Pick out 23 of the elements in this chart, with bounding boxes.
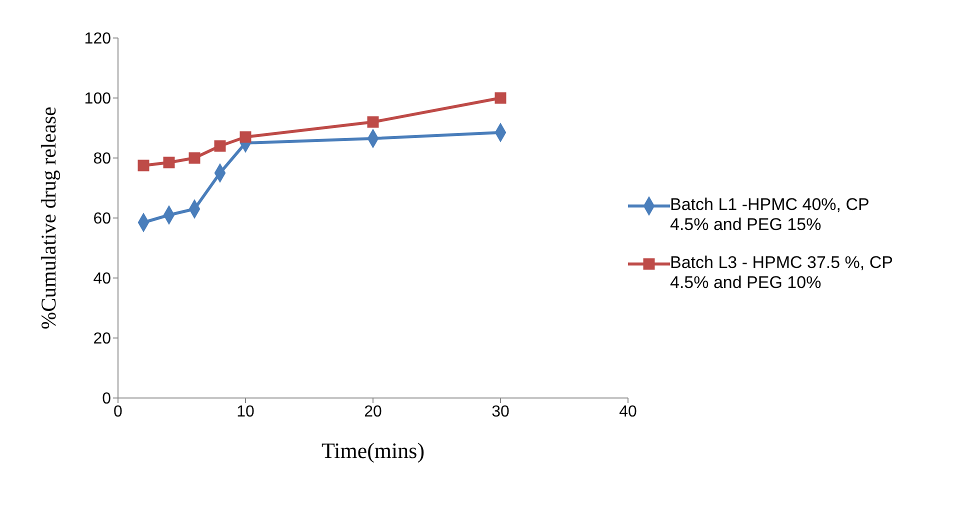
x-tick-label: 0 — [114, 403, 123, 420]
y-tick-label: 60 — [93, 210, 112, 228]
point — [163, 156, 175, 168]
x-tick-label: 40 — [619, 403, 637, 420]
y-tick-label: 20 — [93, 330, 112, 348]
legend-label: Batch L3 - HPMC 37.5 %, CP 4.5% and PEG 10% — [670, 253, 894, 293]
point — [240, 131, 252, 143]
legend-label: Batch L1 -HPMC 40%, CP 4.5% and PEG 15% — [670, 195, 870, 235]
y-tick-label: 120 — [84, 30, 112, 48]
y-tick-label: 100 — [84, 90, 112, 108]
x-tick-label: 10 — [236, 403, 254, 420]
y-tick-label: 40 — [93, 270, 112, 288]
y-tick-label: 80 — [93, 150, 112, 168]
y-tick-label: 0 — [102, 390, 112, 408]
x-tick-label: 30 — [492, 403, 510, 420]
point — [494, 92, 506, 104]
point — [188, 152, 200, 164]
x-axis-title: Time(mins) — [321, 438, 425, 463]
point — [138, 160, 150, 172]
x-tick-label: 20 — [364, 403, 382, 420]
point — [367, 116, 379, 128]
point — [214, 140, 226, 152]
y-axis-title: %Cumulative drug release — [36, 106, 60, 330]
